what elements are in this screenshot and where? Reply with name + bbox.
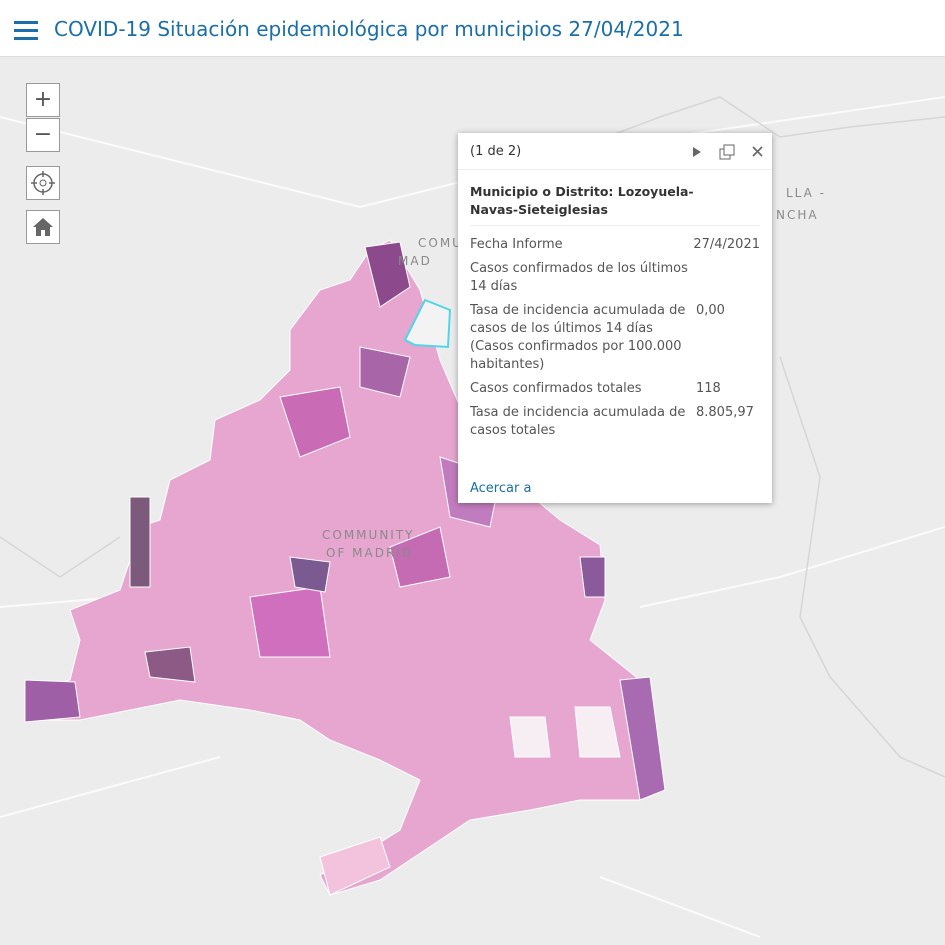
- page-title: COVID-19 Situación epidemiológica por mu…: [54, 17, 684, 41]
- popup-rows: Fecha Informe 27/4/2021 Casos confirmados …: [470, 225, 760, 446]
- field-label: Casos confirmados de los últimos 14 días: [470, 261, 688, 294]
- labels: COMMUNITY OF MADRID COMU MAD LLA - NCHA: [322, 186, 826, 560]
- neighbor-label: LLA -: [786, 186, 826, 200]
- home-button[interactable]: [26, 210, 60, 244]
- popup-bar: (1 de 2): [458, 133, 772, 170]
- locate-button[interactable]: [26, 166, 60, 200]
- field-value: 8.805,97: [696, 405, 754, 420]
- menu-button[interactable]: [14, 21, 38, 45]
- neighbor-label: NCHA: [776, 208, 819, 222]
- close-button[interactable]: [752, 146, 763, 157]
- region-label: MAD: [398, 254, 432, 268]
- popup-heading: Municipio o Distrito: Lozoyuela-Navas-Si…: [470, 184, 694, 217]
- next-button[interactable]: [693, 147, 701, 157]
- field-value: 118: [696, 381, 721, 396]
- popup-row: Casos confirmados totales 118: [470, 380, 760, 398]
- region-label: OF MADRID: [326, 546, 413, 560]
- region-label: COMMUNITY: [322, 528, 415, 542]
- popup-row: Tasa de incidencia acumulada de casos de…: [470, 302, 760, 374]
- field-label: Casos confirmados totales: [470, 381, 642, 396]
- popup-counter: (1 de 2): [470, 144, 522, 159]
- zoom-out[interactable]: −: [26, 118, 60, 152]
- popup-row: Fecha Informe 27/4/2021: [470, 236, 760, 254]
- field-value: 0,00: [696, 303, 725, 318]
- zoom-in[interactable]: +: [26, 83, 60, 117]
- borders: [0, 96, 945, 778]
- dock-button[interactable]: [719, 144, 735, 160]
- locate-icon: [31, 171, 55, 195]
- home-icon: [33, 218, 53, 236]
- field-label: Tasa de incidencia acumulada de casos de…: [470, 303, 686, 372]
- field-value: 27/4/2021: [693, 237, 760, 252]
- madrid-region: [24, 239, 666, 896]
- field-value-empty: [696, 260, 760, 296]
- popup: (1 de 2) Municipio o Distrito: Lozoyuela…: [458, 133, 772, 503]
- zoom-to-link[interactable]: Acercar a: [470, 481, 532, 496]
- popup-row: Tasa de incidencia acumulada de casos to…: [470, 404, 760, 440]
- municipality-patches: [24, 241, 666, 896]
- region-label: COMU: [418, 236, 463, 250]
- popup-row: Casos confirmados de los últimos 14 días: [470, 260, 760, 296]
- field-label: Fecha Informe: [470, 237, 563, 252]
- header: COVID-19 Situación epidemiológica por mu…: [0, 0, 945, 57]
- popup-buttons: [693, 144, 763, 160]
- field-label: Tasa de incidencia acumulada de casos to…: [470, 405, 686, 438]
